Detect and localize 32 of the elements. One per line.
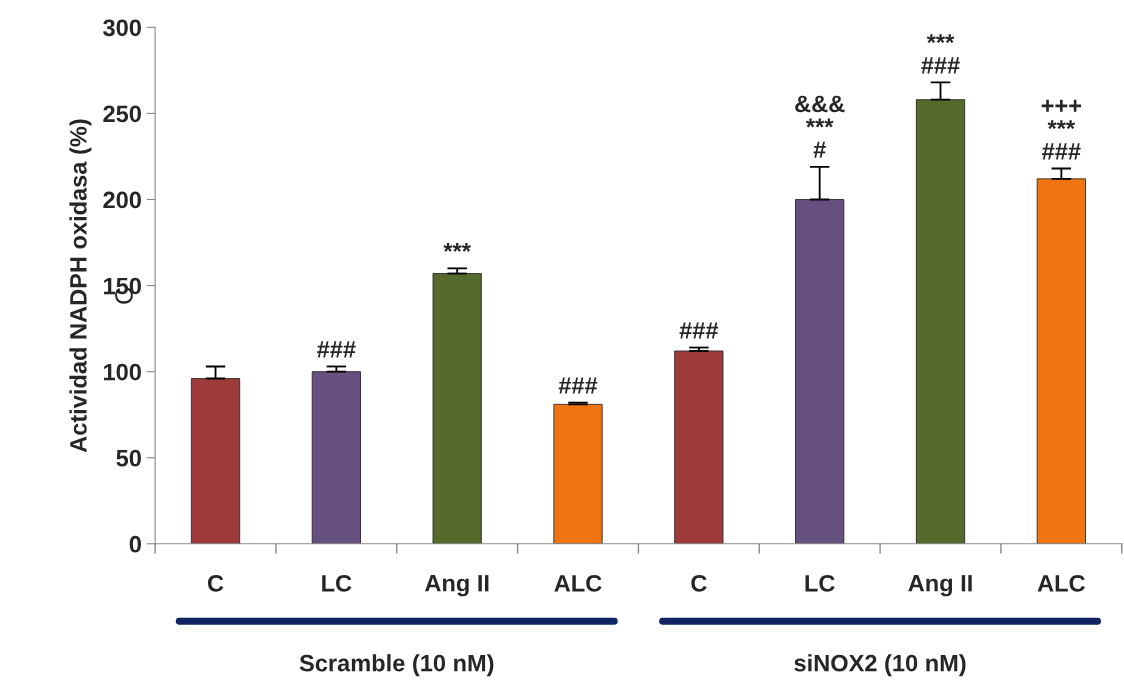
y-tick-label: 250	[103, 105, 141, 123]
x-tick-label: LC	[322, 574, 352, 592]
text: siNOX2 (10 nM)	[794, 654, 966, 677]
data-label: +++ *** ###	[1041, 99, 1082, 160]
bar	[553, 403, 603, 544]
data-label: &&& *** #	[795, 95, 845, 158]
y-tick-label: 200	[103, 191, 141, 209]
y-tick-label: 300	[103, 19, 141, 37]
x-tick-label: ALC	[554, 574, 602, 592]
bar	[674, 350, 724, 544]
x-tick-label: C	[691, 574, 707, 592]
bar	[1036, 178, 1086, 544]
y-tick-label: 0	[129, 535, 141, 553]
data-label: ###	[679, 322, 719, 339]
bar	[432, 273, 482, 544]
bar	[915, 99, 966, 544]
bar	[190, 378, 241, 544]
x-tick-label: Ang II	[424, 575, 489, 597]
y-tick-label: 100	[104, 363, 141, 381]
x-tick-label: Ang II	[908, 575, 972, 597]
bar	[795, 199, 845, 544]
data-label: ***	[443, 243, 471, 252]
data-label: *** ###	[921, 34, 960, 74]
x-tick-label: ALC	[1037, 574, 1085, 592]
data-label: ###	[558, 377, 598, 394]
x-tick-label: LC	[805, 574, 835, 592]
text: Scramble (10 nM)	[299, 654, 494, 677]
bar	[311, 371, 361, 544]
y-axis-title: Actividad NADPH oxidasa (%)	[69, 119, 92, 453]
data-label: ###	[317, 341, 356, 358]
x-tick-label: C	[207, 574, 224, 592]
y-tick-label: 50	[116, 449, 141, 467]
